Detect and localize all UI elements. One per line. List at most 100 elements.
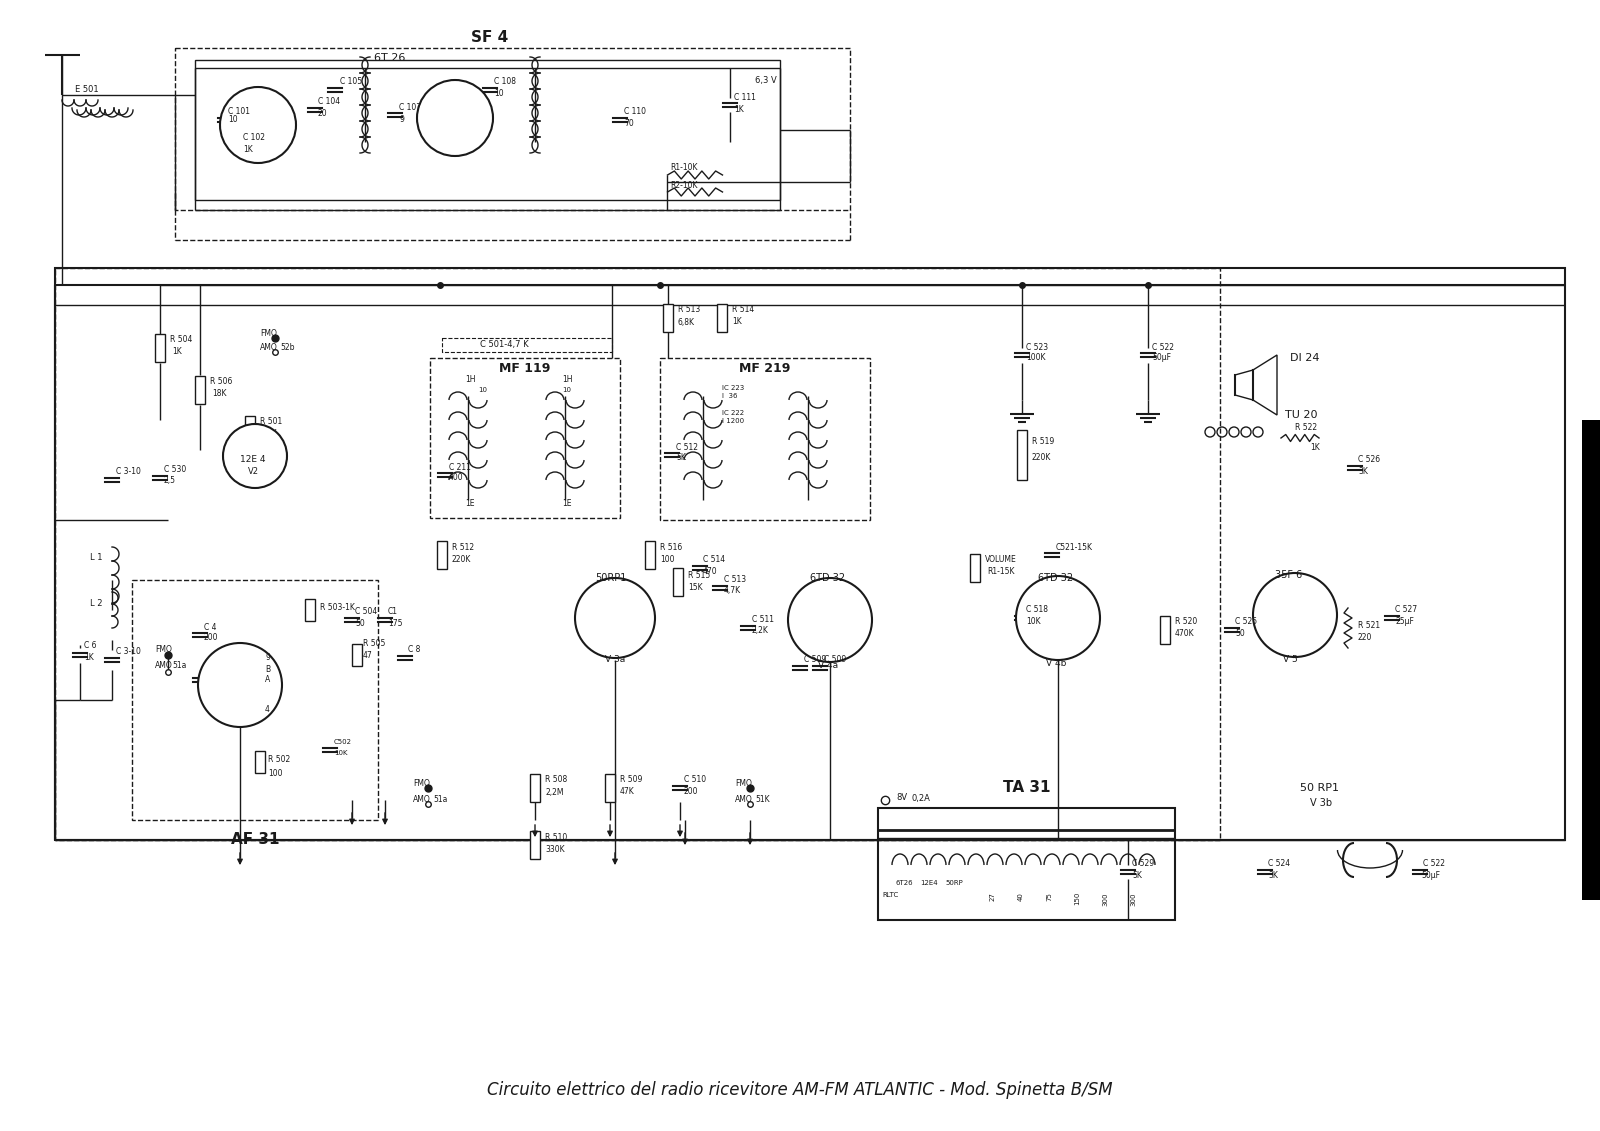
- Bar: [54, 268, 1221, 840]
- Text: V 3a: V 3a: [605, 656, 626, 665]
- Text: 470K: 470K: [1174, 630, 1195, 639]
- Bar: [306, 599, 315, 621]
- Text: 5K: 5K: [1133, 871, 1142, 880]
- Text: C 111: C 111: [734, 93, 755, 102]
- Text: 50 RP1: 50 RP1: [1299, 783, 1339, 793]
- Text: B: B: [266, 665, 270, 674]
- Text: 1E: 1E: [466, 499, 475, 508]
- Text: 10K: 10K: [334, 750, 347, 756]
- Text: 300: 300: [1130, 892, 1136, 906]
- Text: 10: 10: [494, 89, 504, 98]
- Text: 12E4: 12E4: [920, 880, 938, 886]
- Text: C 512: C 512: [675, 442, 698, 451]
- Text: C 3-10: C 3-10: [115, 648, 141, 656]
- Text: 470: 470: [702, 567, 718, 576]
- Bar: [530, 774, 541, 802]
- Text: R 504: R 504: [170, 336, 192, 345]
- Text: AF 31: AF 31: [230, 832, 280, 847]
- Text: 6T 26: 6T 26: [374, 53, 406, 63]
- Text: 1K: 1K: [733, 318, 742, 327]
- Text: R 514: R 514: [733, 305, 754, 314]
- Text: 52b: 52b: [280, 344, 294, 353]
- Text: V 4a: V 4a: [818, 661, 838, 670]
- Text: MF 219: MF 219: [739, 362, 790, 374]
- Text: C 529: C 529: [1133, 860, 1154, 869]
- Bar: [970, 554, 979, 582]
- Text: 175: 175: [387, 619, 403, 628]
- Circle shape: [418, 80, 493, 156]
- Text: TA 31: TA 31: [1003, 780, 1051, 795]
- Text: 1K: 1K: [243, 145, 253, 154]
- Text: 50: 50: [355, 619, 365, 628]
- Text: 6TD 32: 6TD 32: [810, 573, 845, 582]
- Text: 1E: 1E: [562, 499, 571, 508]
- Text: 2,2K: 2,2K: [752, 627, 770, 636]
- Circle shape: [787, 578, 872, 662]
- Text: SF 4: SF 4: [472, 31, 509, 45]
- Bar: [195, 60, 779, 200]
- Text: 4: 4: [266, 706, 270, 715]
- Text: C 5: C 5: [234, 688, 246, 697]
- Text: R 509: R 509: [621, 776, 642, 785]
- Text: C 108: C 108: [494, 78, 515, 86]
- Text: 50μF: 50μF: [1152, 354, 1171, 363]
- Text: FMO: FMO: [413, 779, 430, 788]
- Circle shape: [198, 644, 282, 727]
- Text: 100K: 100K: [1026, 354, 1045, 363]
- Text: C 110: C 110: [624, 107, 646, 116]
- Text: C 501-4,7 K: C 501-4,7 K: [480, 340, 528, 349]
- Text: V 5: V 5: [1283, 656, 1298, 665]
- Text: C502: C502: [334, 739, 352, 745]
- Text: C 524: C 524: [1267, 860, 1290, 869]
- Text: C 526: C 526: [1358, 456, 1381, 465]
- Text: R 505: R 505: [363, 639, 386, 648]
- Text: 6TD 32: 6TD 32: [1038, 573, 1074, 582]
- Text: 100: 100: [661, 555, 675, 564]
- Bar: [661, 359, 870, 520]
- Text: 150: 150: [1074, 892, 1080, 906]
- Text: 8V: 8V: [896, 794, 907, 803]
- Text: C 107: C 107: [398, 103, 421, 112]
- Text: AMO: AMO: [734, 795, 752, 804]
- Text: C 510: C 510: [685, 776, 706, 785]
- Text: 300: 300: [1102, 892, 1107, 906]
- Text: 0,2A: 0,2A: [912, 794, 931, 803]
- Text: 200: 200: [205, 633, 219, 642]
- Text: 6,3 V: 6,3 V: [755, 76, 776, 85]
- Text: IC 222: IC 222: [722, 411, 744, 416]
- Text: C 8: C 8: [408, 646, 421, 655]
- Text: 10: 10: [229, 115, 238, 124]
- Text: R 520: R 520: [1174, 618, 1197, 627]
- Text: 47: 47: [363, 651, 373, 661]
- Text: RLTC: RLTC: [882, 892, 898, 898]
- Bar: [1018, 430, 1027, 480]
- Bar: [254, 751, 266, 772]
- Bar: [174, 48, 850, 210]
- Text: DI 24: DI 24: [1290, 353, 1320, 363]
- Text: 3K: 3K: [1358, 466, 1368, 475]
- Text: V 4b: V 4b: [1046, 658, 1066, 667]
- Text: L 2: L 2: [90, 599, 102, 608]
- Bar: [662, 304, 674, 333]
- Text: IC 223: IC 223: [722, 385, 744, 391]
- Circle shape: [574, 578, 654, 658]
- Text: 20: 20: [318, 110, 328, 119]
- Bar: [442, 338, 611, 352]
- Text: I 1200: I 1200: [722, 418, 744, 424]
- Text: 6T26: 6T26: [894, 880, 912, 886]
- Text: 15K: 15K: [688, 582, 702, 592]
- Text: I  36: I 36: [722, 392, 738, 399]
- Text: C 523: C 523: [1026, 343, 1048, 352]
- Text: 10K: 10K: [262, 430, 277, 439]
- Text: C 504: C 504: [355, 607, 378, 616]
- Text: C 509: C 509: [805, 656, 826, 665]
- Text: 330K: 330K: [546, 845, 565, 854]
- Bar: [1582, 420, 1600, 900]
- Text: L 1: L 1: [90, 553, 102, 562]
- Bar: [155, 334, 165, 362]
- Text: 75: 75: [1046, 892, 1053, 901]
- Text: 10: 10: [562, 387, 571, 392]
- Text: 1K: 1K: [1310, 442, 1320, 451]
- Text: 70: 70: [624, 120, 634, 129]
- Text: 3K: 3K: [1267, 871, 1278, 880]
